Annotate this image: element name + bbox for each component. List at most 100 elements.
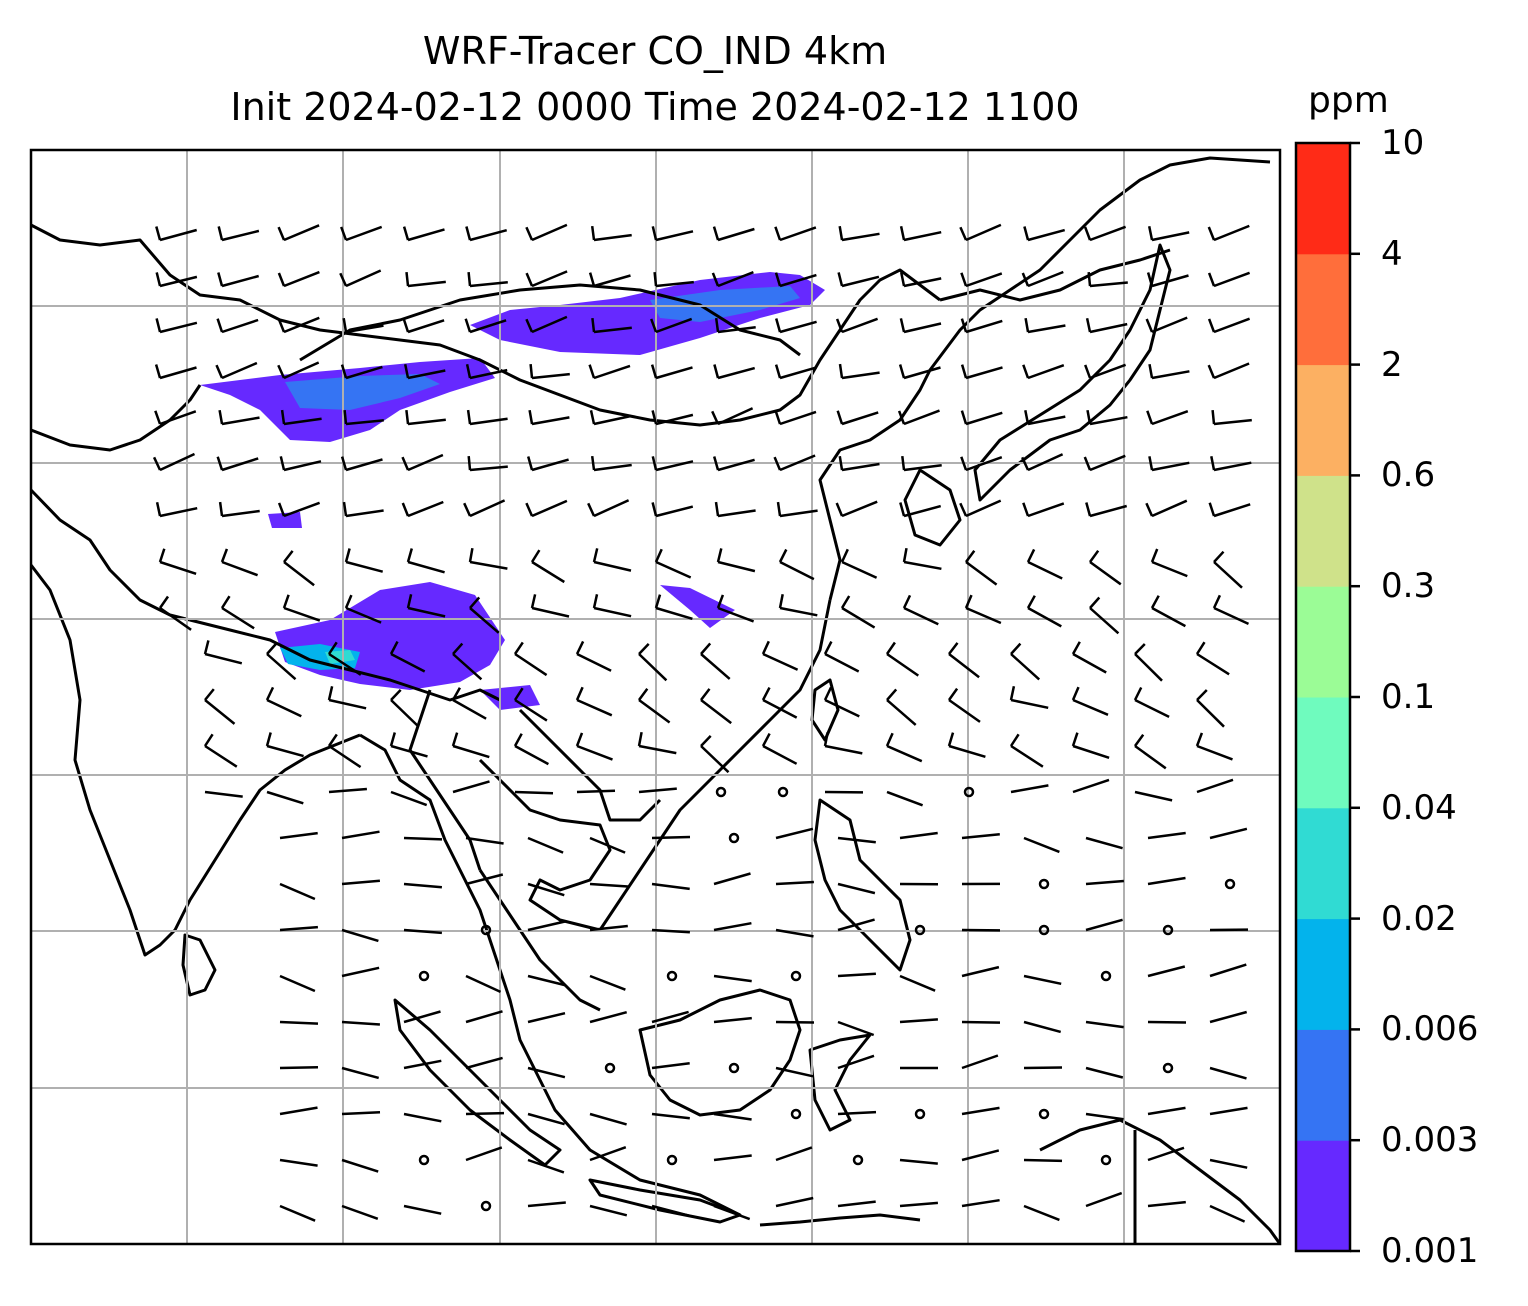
wind-barb <box>344 594 382 624</box>
wind-barb-calm <box>418 970 430 982</box>
wind-barb <box>218 409 260 426</box>
wind-barb <box>327 733 362 769</box>
wind-barb <box>1024 317 1066 334</box>
wind-barb <box>530 594 570 618</box>
wind-barb <box>452 780 490 794</box>
wind-barb <box>328 787 367 794</box>
wind-barb <box>700 642 731 680</box>
wind-barb <box>960 272 1003 288</box>
wind-barb <box>712 456 755 472</box>
colorbar-segment <box>1296 253 1350 366</box>
wind-barb-calm <box>1162 1062 1174 1074</box>
colorbar-segment <box>1296 807 1350 920</box>
wind-barb <box>775 827 814 840</box>
wind-barb <box>902 547 942 571</box>
wind-barb <box>1089 596 1120 635</box>
wind-barb <box>277 361 320 380</box>
wind-barb <box>390 689 420 728</box>
colorbar-segment <box>1296 697 1350 809</box>
wind-barb <box>218 501 260 518</box>
wind-barb <box>465 836 504 845</box>
wind-barb <box>899 318 942 334</box>
wind-barb <box>530 549 565 584</box>
wind-barb <box>463 499 506 518</box>
wind-barb <box>1024 410 1066 426</box>
wind-barb <box>650 317 693 334</box>
wind-barb <box>589 410 632 426</box>
wind-barb <box>947 687 981 723</box>
wind-barb <box>280 409 322 426</box>
wind-barb <box>899 831 938 840</box>
wind-barb-calm <box>480 1200 492 1212</box>
wind-barb <box>837 882 876 895</box>
wind-barb <box>1023 1020 1062 1034</box>
wind-barb <box>778 594 818 617</box>
wind-barb <box>637 687 671 724</box>
wind-barb <box>1071 686 1109 716</box>
wind-barb-calm <box>1100 1154 1112 1166</box>
wind-barb <box>1150 548 1188 578</box>
wind-barb-calm <box>666 970 678 982</box>
wind-barb-calm <box>790 970 802 982</box>
wind-barb <box>527 1112 565 1126</box>
wind-barb <box>1084 363 1127 380</box>
wind-barb <box>575 686 613 717</box>
wind-barb <box>528 409 570 426</box>
wind-barb <box>1023 1066 1063 1070</box>
wind-barb <box>1010 642 1041 681</box>
coastline-lesser-sunda <box>759 1213 921 1227</box>
wind-barb <box>155 502 198 518</box>
wind-barb <box>403 882 443 889</box>
wind-barb <box>589 882 628 888</box>
wind-barb-calm <box>728 832 740 844</box>
wind-barb <box>651 456 694 472</box>
wind-barb <box>1085 879 1124 886</box>
wind-barb-calm <box>1038 1108 1050 1120</box>
wind-barb <box>155 272 198 288</box>
wind-barb <box>948 642 980 679</box>
wind-barbs <box>152 223 1252 1223</box>
colorbar-segment <box>1296 1140 1350 1252</box>
wind-barb <box>837 1110 877 1116</box>
wind-barb <box>651 502 694 518</box>
wind-barb <box>774 318 817 334</box>
wind-barb <box>651 410 694 426</box>
wind-barb <box>840 595 876 629</box>
wind-barb <box>713 872 751 886</box>
wind-barb <box>406 594 446 618</box>
wind-barb <box>1195 732 1233 761</box>
wind-barb <box>1211 409 1252 426</box>
colorbar-tick-label: 0.02 <box>1381 898 1457 939</box>
wind-barb <box>837 1200 876 1208</box>
wind-barb <box>838 456 880 472</box>
wind-barb <box>265 732 304 758</box>
wind-barb <box>840 548 878 579</box>
wind-barb <box>465 1111 505 1116</box>
wind-barb <box>406 548 445 574</box>
wind-barb <box>575 732 613 761</box>
wind-barb <box>525 270 568 288</box>
tracer-concentration-fill <box>200 272 825 710</box>
wind-barb <box>279 882 316 901</box>
wind-barb <box>713 1112 752 1121</box>
colorbar-tick-label: 2 <box>1381 344 1403 385</box>
wind-barb <box>341 879 381 886</box>
wind-barb <box>1072 778 1110 794</box>
wind-barb <box>265 686 302 718</box>
wind-barb <box>266 642 297 681</box>
wind-barb <box>835 500 878 518</box>
wind-barb <box>402 318 445 334</box>
wind-barb <box>837 836 876 844</box>
border-himalaya <box>189 618 501 702</box>
wind-barb <box>837 972 876 978</box>
wind-barb-calm <box>1100 970 1112 982</box>
map-frame <box>29 148 1282 1246</box>
wind-barb <box>1195 641 1230 676</box>
wind-barb <box>1147 876 1186 886</box>
wind-barb <box>279 1106 318 1116</box>
colorbar-tick-label: 10 <box>1381 123 1425 163</box>
wind-barb <box>1086 409 1128 426</box>
wind-barb <box>526 456 569 472</box>
wind-barb <box>838 363 880 380</box>
